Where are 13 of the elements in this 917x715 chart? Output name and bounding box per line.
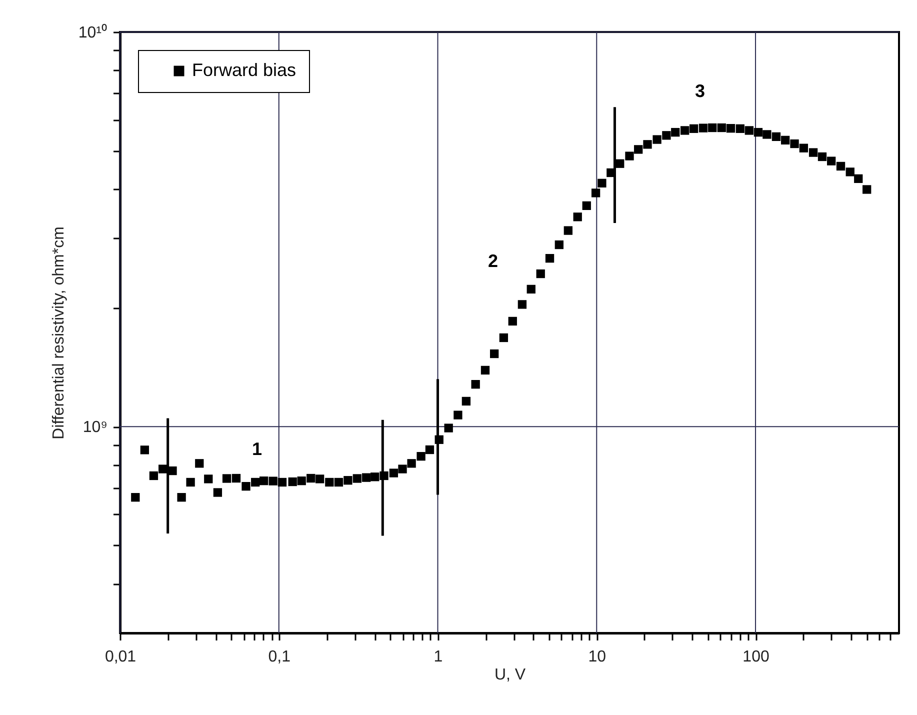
annotation: 1 — [252, 439, 262, 459]
y-tick-label: 10¹⁰ — [78, 24, 108, 42]
x-tick-label: 1 — [434, 648, 443, 666]
x-tick-label: 0,1 — [268, 648, 291, 666]
y-axis-title: Differential resistivity, ohm*cm — [50, 226, 68, 440]
x-tick-label: 100 — [742, 648, 770, 666]
annotation: 3 — [694, 81, 706, 101]
x-tick-label: 0,01 — [104, 648, 136, 666]
y-tick-label: 10⁹ — [82, 419, 108, 436]
annotation: 2 — [488, 251, 498, 271]
x-axis-title: U, V — [494, 666, 526, 684]
x-tick-label: 10 — [588, 648, 606, 666]
legend-label: Forward bias — [192, 60, 296, 80]
